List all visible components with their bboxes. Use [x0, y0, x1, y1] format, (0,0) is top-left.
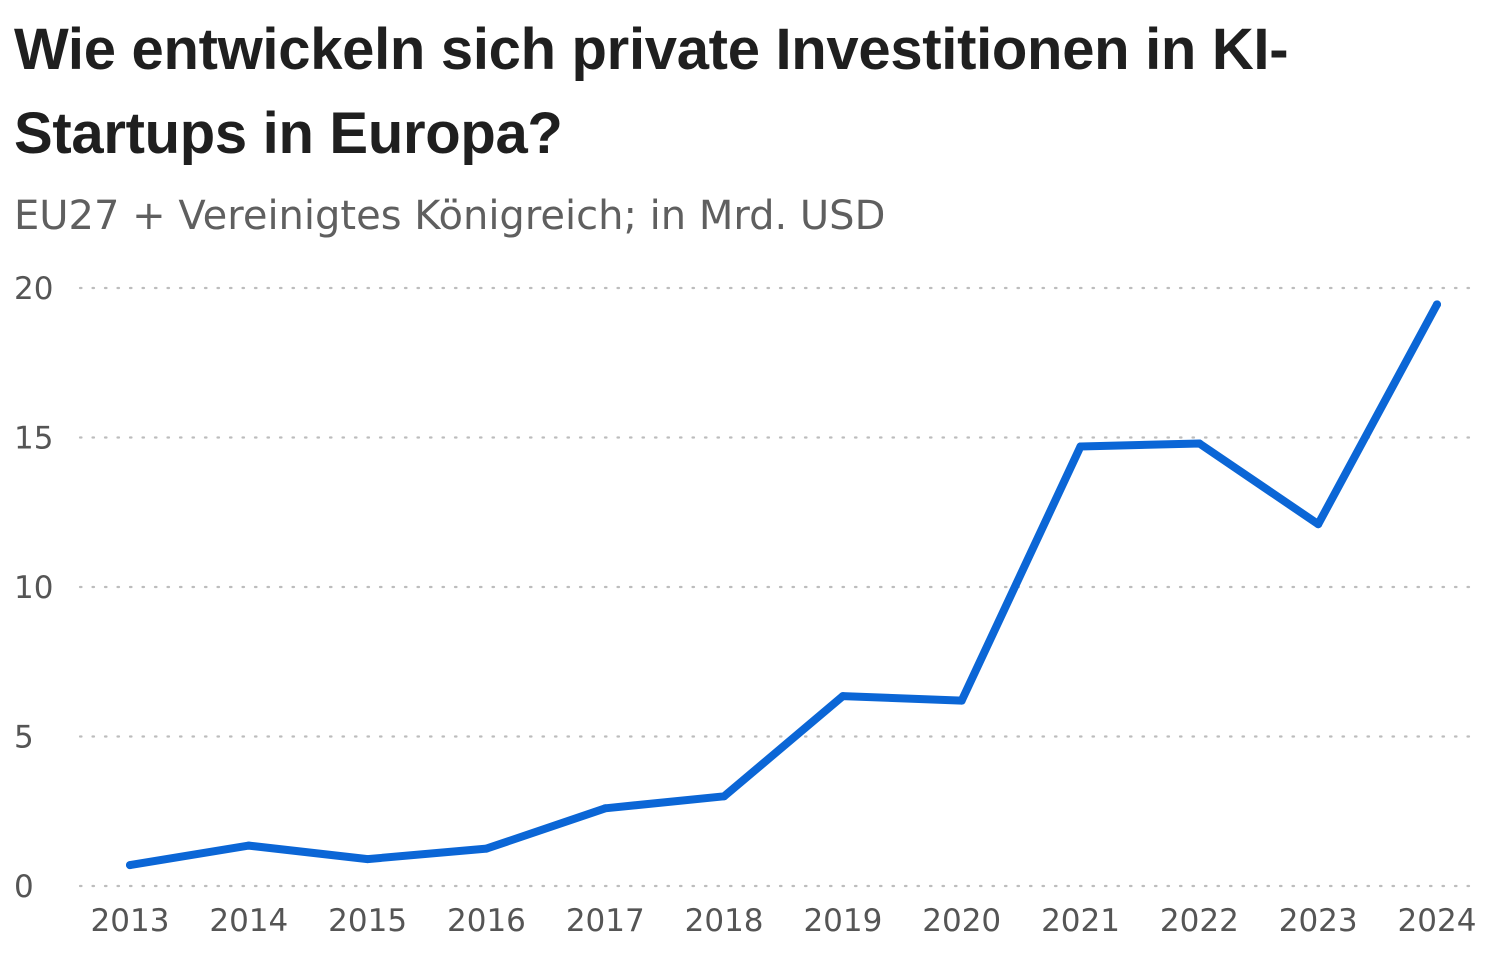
x-tick-label: 2023 [1279, 903, 1358, 939]
y-tick-label: 0 [14, 869, 34, 905]
data-point-2021 [1076, 442, 1085, 451]
x-tick-label: 2021 [1041, 903, 1120, 939]
y-tick-label: 15 [14, 421, 53, 457]
data-point-2016 [482, 844, 491, 853]
data-point-2018 [720, 792, 729, 801]
y-tick-label: 20 [14, 271, 53, 307]
data-point-2019 [838, 692, 847, 701]
data-point-2022 [1195, 439, 1204, 448]
x-tick-label: 2024 [1398, 903, 1477, 939]
series-line-0 [126, 300, 1441, 870]
x-tick-label: 2019 [803, 903, 882, 939]
series-lines [126, 300, 1441, 870]
data-point-2020 [957, 696, 966, 705]
x-tick-label: 2020 [922, 903, 1001, 939]
x-tick-label: 2017 [566, 903, 645, 939]
chart-subtitle: EU27 + Vereinigtes Königreich; in Mrd. U… [14, 193, 886, 239]
data-point-2015 [363, 855, 372, 864]
chart-title: Wie entwickeln sich private Investitione… [14, 17, 1289, 166]
x-tick-label: 2018 [685, 903, 764, 939]
data-point-2023 [1314, 520, 1323, 529]
y-axis-ticks: 0 5 10 15 20 [14, 271, 53, 905]
x-axis-ticks: 2013 2014 2015 2016 2017 2018 2019 2020 2021 2022… [91, 903, 1477, 939]
x-tick-label: 2016 [447, 903, 526, 939]
x-tick-label: 2022 [1160, 903, 1239, 939]
data-point-2024 [1433, 300, 1441, 309]
y-tick-label: 5 [14, 720, 34, 756]
data-point-2017 [601, 804, 610, 813]
data-point-2013 [126, 861, 134, 870]
x-tick-label: 2013 [91, 903, 170, 939]
grid-lines [78, 286, 1482, 888]
data-point-2014 [244, 841, 253, 850]
x-tick-label: 2015 [328, 903, 407, 939]
x-tick-label: 2014 [209, 903, 288, 939]
y-tick-label: 10 [14, 570, 53, 606]
